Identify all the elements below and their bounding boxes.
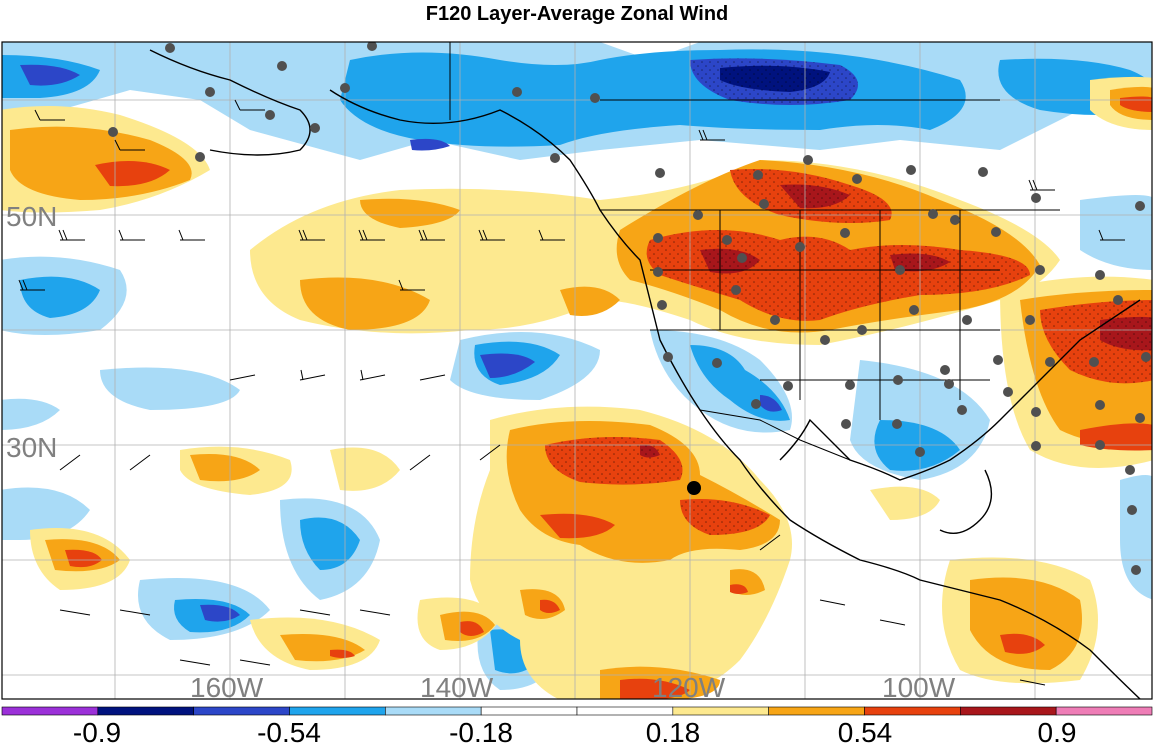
lon-label-100w: 100W [882,672,956,703]
map-frame [1,41,1153,700]
colorbar-labels: -0.9 -0.54 -0.18 0.18 0.54 0.9 [73,717,1077,743]
coastlines [149,49,1141,699]
map-field: 50N 30N 160W 140W 120W 100W [2,42,1152,703]
colorbar-tick-label: -0.9 [73,717,121,743]
colorbar-segment [1,706,99,716]
colorbar-segment [193,706,290,716]
chart-title: F120 Layer-Average Zonal Wind [425,3,729,25]
colorbar-segment [385,706,482,716]
colorbar-segment [289,706,386,716]
colorbar-segment [768,706,865,716]
colorbar-segment [97,706,194,716]
station-dots [108,42,1151,575]
colorbar-segment [480,706,578,716]
wind-barbs [18,99,1125,686]
colorbar-segment [576,706,674,716]
colorbar-tick-label: 0.54 [838,717,893,743]
colorbar-segment [864,706,961,716]
lon-label-120w: 120W [652,672,726,703]
colorbar-segment [1055,706,1153,716]
colorbar-segment [672,706,769,716]
colorbar-tick-label: -0.54 [257,717,321,743]
lon-label-160w: 160W [190,672,264,703]
lat-label-30n: 30N [6,432,57,463]
colorbar-tick-label: -0.18 [449,717,513,743]
colorbar [1,706,1153,716]
lon-label-140w: 140W [420,672,494,703]
lat-label-50n: 50N [6,201,57,232]
colorbar-tick-label: 0.18 [646,717,701,743]
highlight-station [687,481,701,495]
political-borders [449,42,1060,461]
colorbar-tick-label: 0.9 [1038,717,1077,743]
colorbar-segment [960,706,1057,716]
